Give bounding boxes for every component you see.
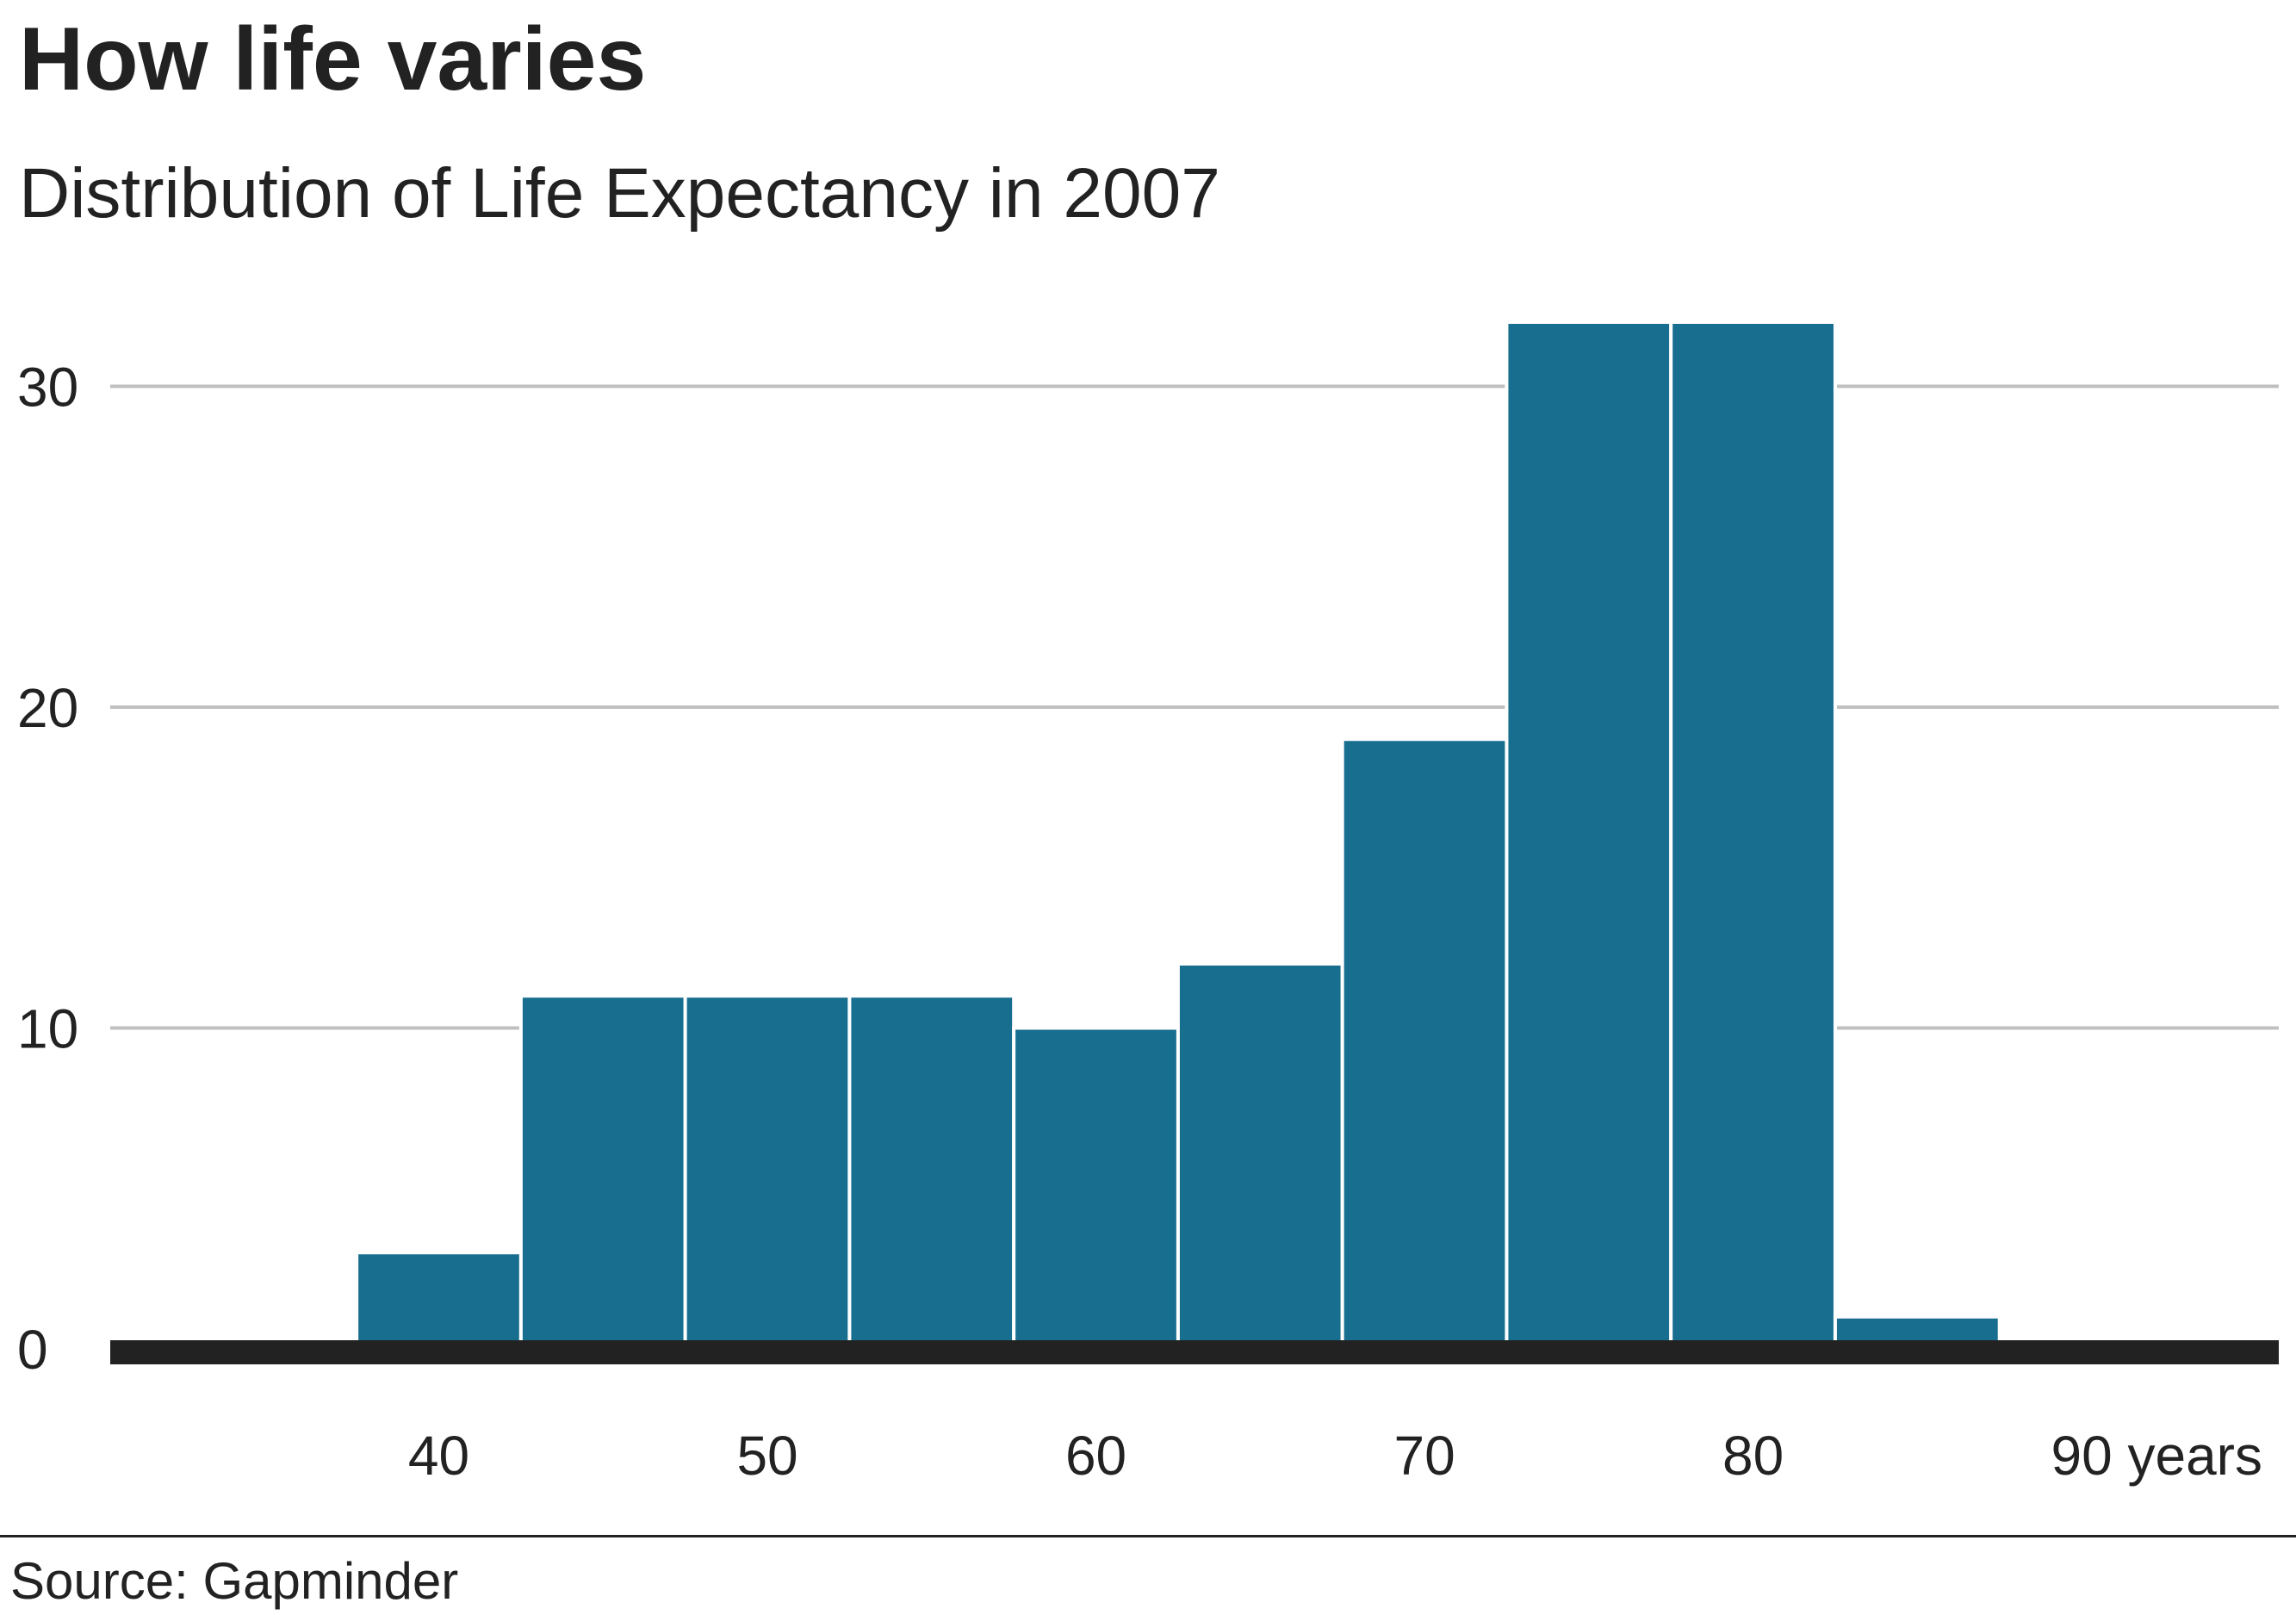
y-tick-label: 0 [17, 1319, 48, 1381]
histogram-bar [1176, 962, 1344, 1351]
histogram-bar [1012, 1026, 1180, 1351]
x-tick-label: 50 [736, 1425, 797, 1487]
x-tick-label: 90 years [2051, 1425, 2262, 1487]
chart-subtitle: Distribution of Life Expectancy in 2007 [19, 154, 1220, 233]
y-tick-label: 10 [17, 998, 78, 1060]
footer-divider [0, 1535, 2296, 1537]
x-tick-label: 70 [1393, 1425, 1455, 1487]
source-note: Source: Gapminder [10, 1552, 459, 1610]
x-tick-label: 80 [1722, 1425, 1784, 1487]
histogram-bar [847, 994, 1016, 1351]
chart-title: How life varies [19, 9, 647, 109]
histogram-bar [1669, 320, 1837, 1351]
axes: 0 10 20 30 40 50 60 70 80 90 years [17, 357, 2279, 1487]
histogram-bar [1505, 320, 1673, 1351]
histogram-bar [518, 994, 687, 1351]
x-tick-label: 40 [408, 1425, 469, 1487]
histogram-bar [355, 1251, 523, 1351]
gridlines [110, 384, 2279, 1030]
y-tick-label: 30 [17, 357, 78, 419]
x-axis-baseline [110, 1340, 2279, 1364]
x-tick-label: 60 [1065, 1425, 1126, 1487]
histogram-bar [683, 994, 852, 1351]
histogram-bar [1340, 737, 1509, 1351]
bars [355, 320, 2001, 1351]
y-tick-label: 20 [17, 677, 78, 739]
